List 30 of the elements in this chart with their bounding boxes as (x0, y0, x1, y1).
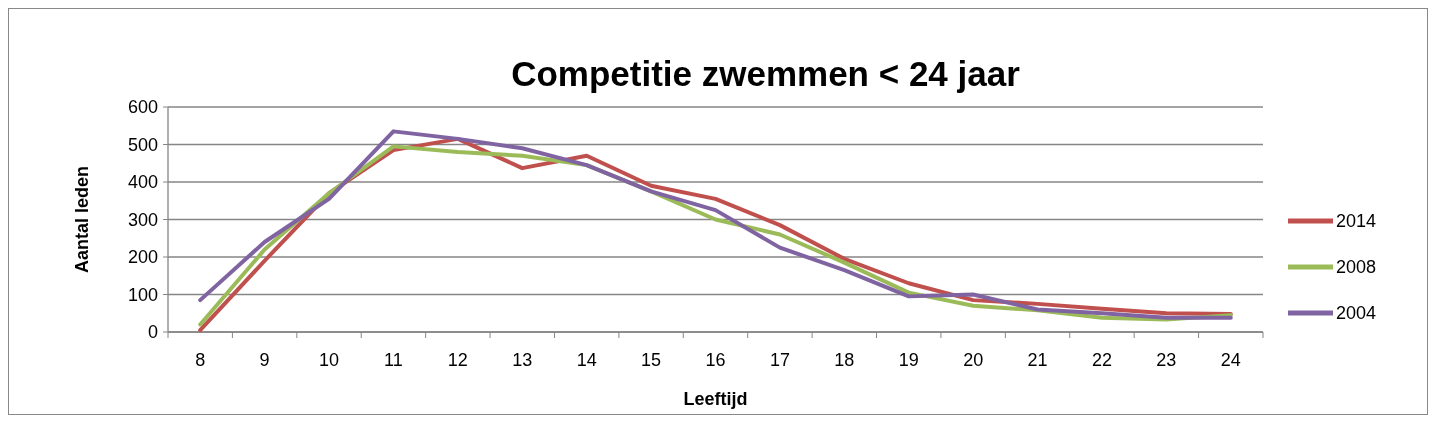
legend-label: 2004 (1336, 303, 1377, 324)
x-tick-label: 16 (705, 350, 726, 370)
x-tick-label: 21 (1027, 350, 1048, 370)
y-tick-label: 300 (127, 209, 158, 230)
x-tick-label: 23 (1156, 350, 1177, 370)
x-tick-label: 24 (1220, 350, 1241, 370)
x-tick-label: 8 (195, 350, 206, 370)
x-tick-label: 17 (769, 350, 790, 370)
x-tick-label: 18 (834, 350, 855, 370)
y-tick-label: 100 (127, 284, 158, 305)
x-tick-label: 20 (963, 350, 984, 370)
x-tick-label: 15 (641, 350, 662, 370)
x-tick-label: 13 (512, 350, 533, 370)
y-tick-label: 600 (127, 97, 158, 118)
y-tick-label: 500 (127, 134, 158, 155)
y-tick-label: 400 (127, 172, 158, 193)
legend-label: 2014 (1336, 211, 1377, 232)
x-tick-label: 12 (447, 350, 468, 370)
x-tick-label: 19 (898, 350, 919, 370)
x-axis-title: Leeftijd (683, 389, 748, 409)
y-tick-label: 0 (147, 322, 158, 343)
x-tick-label: 11 (384, 350, 403, 370)
y-axis-title: Aantal leden (72, 165, 92, 274)
y-tick-label: 200 (127, 247, 158, 268)
x-tick-label: 10 (319, 350, 340, 370)
legend-label: 2008 (1336, 257, 1377, 278)
chart-title: Competitie zwemmen < 24 jaar (511, 54, 1021, 93)
x-tick-label: 14 (576, 350, 597, 370)
x-tick-label: 22 (1091, 350, 1112, 370)
x-tick-label: 9 (259, 350, 270, 370)
